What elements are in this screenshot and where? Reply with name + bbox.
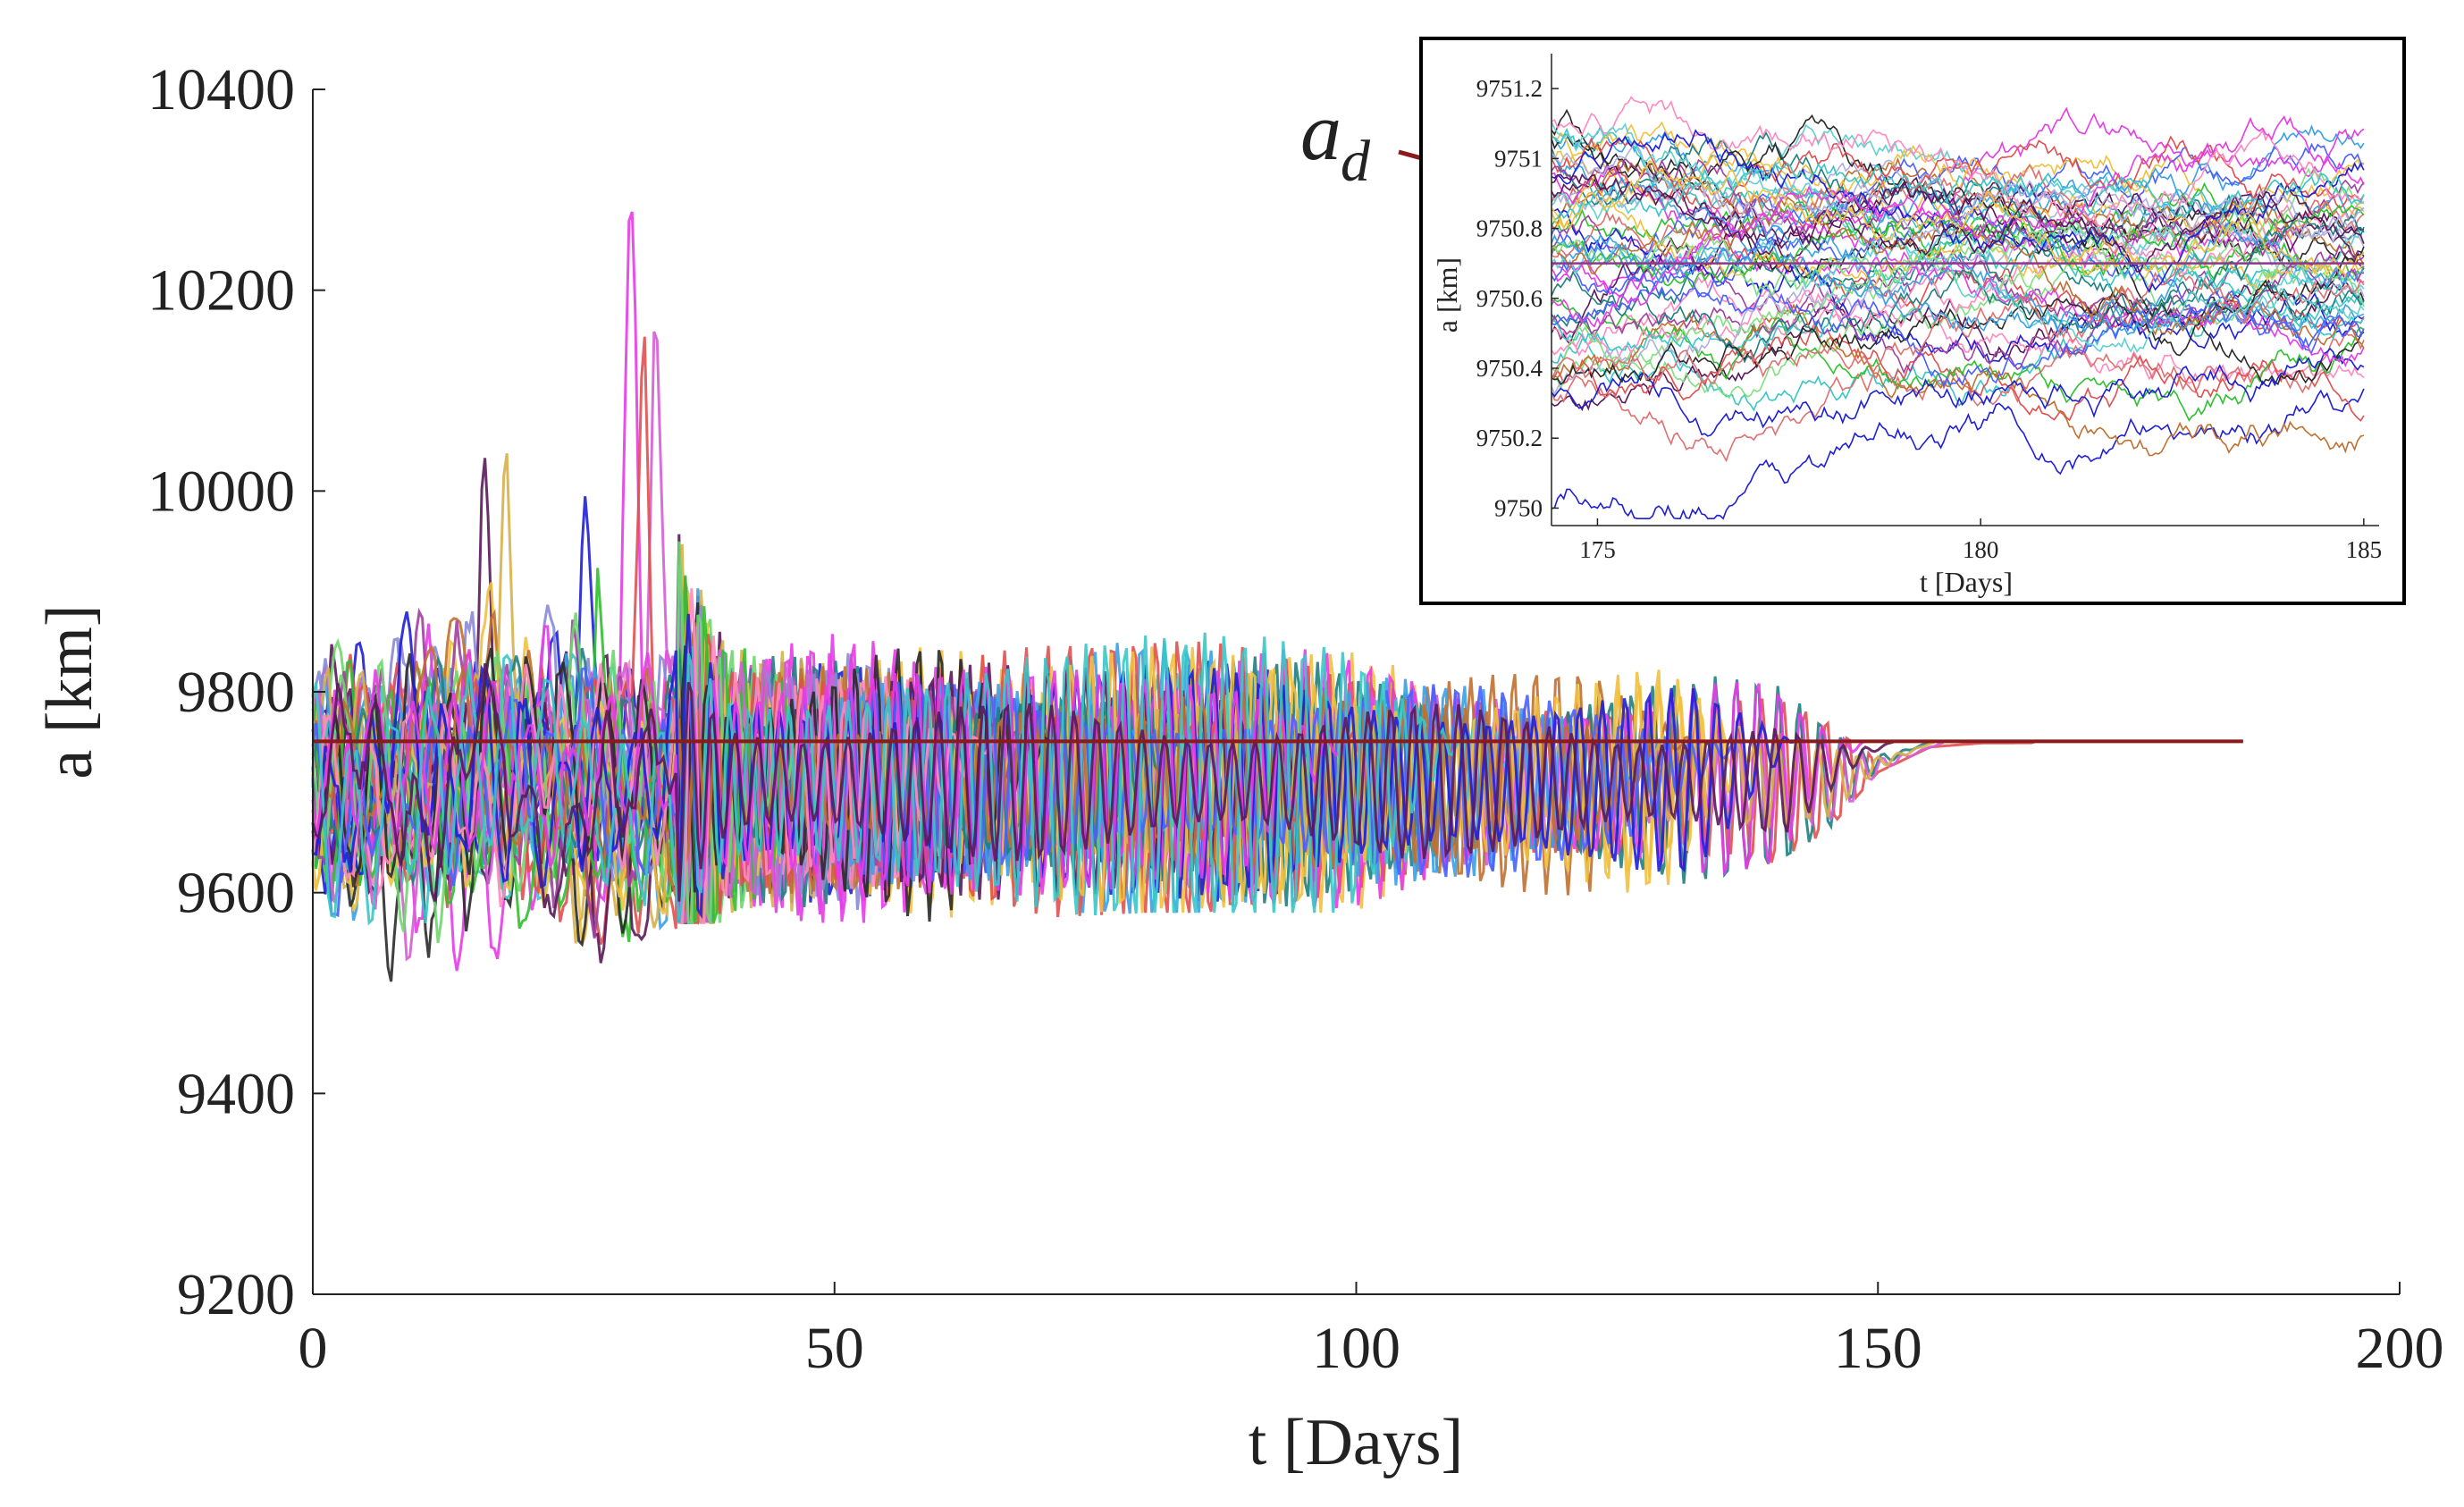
inset-series-line bbox=[1551, 108, 2365, 386]
inset-y-tick-label: 9750.6 bbox=[1476, 285, 1543, 312]
inset-y-tick-label: 9750.2 bbox=[1476, 425, 1543, 451]
inset-series-line bbox=[1551, 129, 2365, 294]
inset-series-line bbox=[1551, 299, 2365, 422]
inset-series-line bbox=[1551, 177, 2365, 252]
inset-series-line bbox=[1551, 121, 2365, 234]
inset-series-group bbox=[1551, 96, 2365, 520]
inset-y-tick-label: 9750.8 bbox=[1476, 215, 1543, 242]
inset-plot: 175 180 185 97509750.29750.49750.69750.897… bbox=[1419, 37, 2406, 605]
inset-series-line bbox=[1551, 106, 2365, 298]
inset-y-ticks: 9750 9750.2 9750.4 9750.6 9750.8 9751 9751.2 bbox=[1476, 75, 1559, 521]
inset-series-line bbox=[1551, 96, 2364, 228]
main-x-tick-label: 150 bbox=[1834, 1316, 1922, 1381]
inset-series-line bbox=[1551, 162, 2365, 221]
main-x-tick-label: 0 bbox=[299, 1316, 328, 1381]
annotation-symbol: a bbox=[1300, 86, 1341, 177]
main-series-line bbox=[311, 632, 1462, 926]
inset-series-line bbox=[1551, 159, 2365, 275]
main-y-tick-label: 9600 bbox=[177, 861, 295, 926]
inset-series-line bbox=[1551, 122, 2365, 353]
main-y-tick-label: 10000 bbox=[147, 459, 295, 524]
inset-y-label: a [km] bbox=[1431, 257, 1463, 333]
main-x-tick-label: 100 bbox=[1312, 1316, 1400, 1381]
inset-y-tick-label: 9750.4 bbox=[1476, 355, 1543, 382]
annotation-subscript: d bbox=[1341, 129, 1371, 194]
inset-series-line bbox=[1551, 272, 2365, 388]
main-y-tick-label: 9200 bbox=[177, 1262, 295, 1327]
inset-series-line bbox=[1551, 221, 2365, 333]
inset-series-line bbox=[1551, 235, 2365, 351]
inset-series-line bbox=[1551, 256, 2365, 400]
inset-series-line bbox=[1551, 114, 2365, 328]
main-y-tick-label: 9800 bbox=[177, 660, 295, 725]
inset-series-line bbox=[1551, 176, 2365, 346]
main-series-group bbox=[311, 211, 2241, 982]
main-series-line bbox=[312, 610, 1794, 923]
inset-series-line bbox=[1551, 320, 2365, 422]
inset-series-line bbox=[1551, 164, 2365, 258]
main-y-ticks: 9200 9400 9600 9800 10000 10200 10400 bbox=[147, 57, 325, 1327]
inset-x-tick-label: 185 bbox=[2346, 536, 2383, 563]
inset-x-tick-label: 175 bbox=[1579, 536, 1616, 563]
inset-series-line bbox=[1551, 303, 2365, 457]
main-y-tick-label: 9400 bbox=[177, 1061, 295, 1126]
inset-series-line bbox=[1551, 155, 2365, 337]
inset-series-line bbox=[1551, 218, 2365, 307]
inset-series-line bbox=[1551, 156, 2364, 288]
main-x-tick-label: 50 bbox=[805, 1316, 864, 1381]
inset-x-tick-label: 180 bbox=[1963, 536, 1999, 563]
inset-series-line bbox=[1551, 243, 2365, 375]
inset-x-label: t [Days] bbox=[1920, 566, 2013, 598]
inset-y-tick-label: 9750 bbox=[1494, 494, 1543, 521]
main-y-label: a [km] bbox=[33, 604, 106, 779]
main-x-label: t [Days] bbox=[1249, 1406, 1463, 1479]
main-series-line bbox=[311, 662, 1895, 920]
inset-y-tick-label: 9751.2 bbox=[1476, 75, 1543, 102]
inset-x-ticks: 175 180 185 bbox=[1579, 518, 2382, 563]
main-x-ticks: 0 50 100 150 200 bbox=[299, 1282, 2444, 1381]
inset-series-line bbox=[1551, 347, 2365, 437]
main-y-tick-label: 10400 bbox=[147, 57, 295, 122]
main-series-line bbox=[311, 645, 1053, 922]
main-x-tick-label: 200 bbox=[2356, 1316, 2444, 1381]
inset-series-line bbox=[1551, 135, 2365, 210]
main-plot: 0 50 100 150 200 9200 9400 9600 9800 10000 10200 1… bbox=[33, 57, 2444, 1479]
main-series-line bbox=[311, 666, 1744, 918]
inset-series-line bbox=[1551, 388, 2365, 520]
inset-y-tick-label: 9751 bbox=[1494, 145, 1543, 172]
inset-series-line bbox=[1551, 265, 2365, 385]
inset-series-line bbox=[1551, 331, 2365, 463]
main-y-tick-label: 10200 bbox=[147, 258, 295, 324]
inset-series-line bbox=[1551, 167, 2365, 372]
inset-series-line bbox=[1551, 207, 2364, 365]
